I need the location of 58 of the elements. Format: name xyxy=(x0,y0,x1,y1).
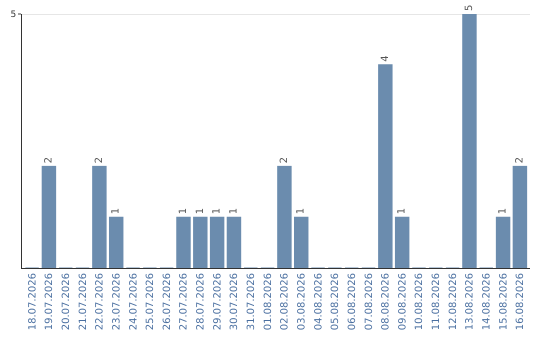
bar xyxy=(496,216,510,268)
bar xyxy=(176,216,191,268)
x-tick-label: 14.08.2026 xyxy=(482,273,493,330)
x-tick-label: 02.08.2026 xyxy=(280,273,291,330)
data-label: 1 xyxy=(396,208,408,214)
data-label: 2 xyxy=(514,157,526,164)
x-tick-label: 03.08.2026 xyxy=(296,273,308,330)
x-tick-label: 08.08.2026 xyxy=(380,273,392,330)
x-tick-label: 07.08.2026 xyxy=(364,273,375,330)
bar xyxy=(378,64,393,268)
bar xyxy=(210,216,224,268)
x-tick-label: 18.07.2026 xyxy=(27,273,38,330)
x-tick-label: 04.08.2026 xyxy=(313,273,324,330)
x-tick-label: 21.07.2026 xyxy=(78,273,89,330)
data-label: 1 xyxy=(212,208,223,214)
bar xyxy=(462,14,477,268)
bar xyxy=(92,166,107,268)
x-tick-label: 23.07.2026 xyxy=(111,273,122,330)
data-label: 1 xyxy=(296,208,307,214)
x-tick-label: 30.07.2026 xyxy=(229,273,240,330)
x-tick-label: 22.07.2026 xyxy=(94,273,106,330)
data-label: 1 xyxy=(498,208,509,214)
x-tick-label: 27.07.2026 xyxy=(178,273,190,330)
bar xyxy=(108,216,124,268)
x-tick-label: 01.08.2026 xyxy=(262,273,274,330)
bar xyxy=(226,216,242,268)
x-tick-label: 28.07.2026 xyxy=(196,273,207,330)
x-tick-label: 31.07.2026 xyxy=(246,273,258,330)
bar xyxy=(42,166,56,268)
x-tick-label: 06.08.2026 xyxy=(346,273,358,330)
data-label: 1 xyxy=(178,208,189,214)
bar xyxy=(277,166,292,268)
data-label: 2 xyxy=(43,157,54,164)
bar xyxy=(294,216,308,268)
data-label: 1 xyxy=(228,208,240,214)
bar xyxy=(193,216,208,268)
bar xyxy=(394,216,410,268)
x-tick-label: 12.08.2026 xyxy=(448,273,459,330)
x-tick-label: 05.08.2026 xyxy=(330,273,342,330)
x-tick-label: 24.07.2026 xyxy=(128,273,140,330)
bar xyxy=(512,166,528,268)
x-tick-label: 09.08.2026 xyxy=(397,273,408,330)
data-label: 2 xyxy=(278,157,290,164)
x-tick-label: 10.08.2026 xyxy=(414,273,426,330)
x-tick-label: 29.07.2026 xyxy=(212,273,224,330)
x-tick-label: 15.08.2026 xyxy=(498,273,510,330)
x-tick-label: 16.08.2026 xyxy=(515,273,526,330)
x-tick-label: 11.08.2026 xyxy=(431,273,442,330)
x-tick-label: 19.07.2026 xyxy=(44,273,56,330)
x-tick-label: 25.07.2026 xyxy=(145,273,156,330)
data-label: 5 xyxy=(464,4,475,11)
data-label: 1 xyxy=(110,208,122,214)
x-tick-label: 26.07.2026 xyxy=(162,273,173,330)
data-label: 4 xyxy=(380,55,391,62)
x-tick-label: 13.08.2026 xyxy=(464,273,476,330)
x-tick-label: 20.07.2026 xyxy=(60,273,72,330)
data-label: 2 xyxy=(94,157,105,164)
data-label: 1 xyxy=(194,208,206,214)
